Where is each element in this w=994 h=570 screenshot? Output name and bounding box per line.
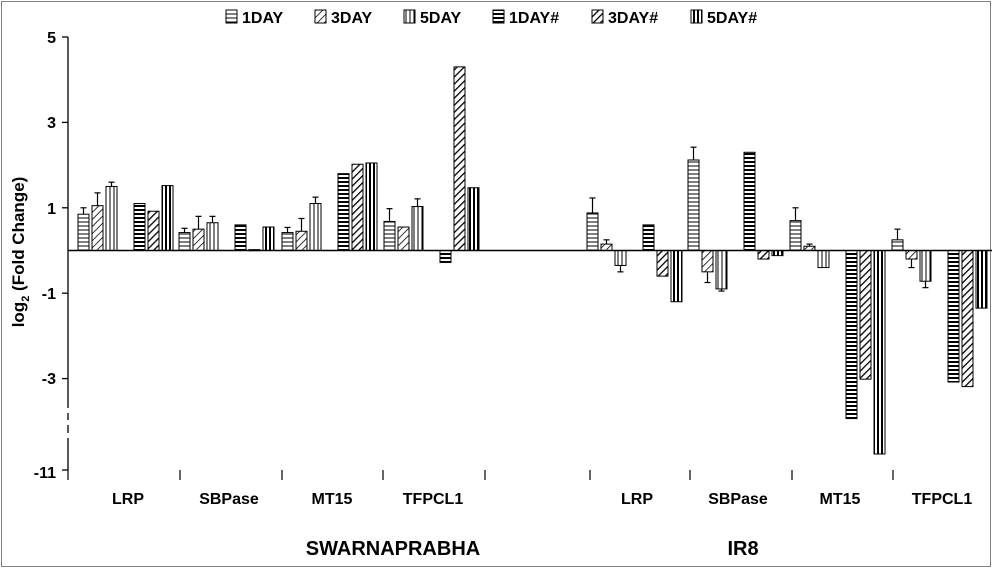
bar-swarnaprabha-lrp-3day [91, 205, 104, 251]
bar-ir8-mt15-3day-hash [859, 250, 872, 380]
bar-swarnaprabha-lrp-5day-hash [161, 185, 174, 251]
gene-label: MT15 [820, 491, 861, 508]
bar-ir8-lrp-1day [586, 212, 599, 251]
svg-text:1DAY: 1DAY [242, 10, 284, 27]
bar-swarnaprabha-tfpcl1-3day-hash [453, 66, 466, 251]
bar-ir8-tfpcl1-5day [919, 250, 932, 282]
bar-swarnaprabha-mt15-1day-hash [337, 173, 350, 251]
bar-swarnaprabha-sbpase-5day-hash [262, 226, 275, 251]
legend-item-1day-hash: 1DAY# [492, 9, 559, 27]
bar-ir8-tfpcl1-3day-hash [961, 250, 974, 388]
y-tick-label: 5 [47, 30, 56, 47]
bar-ir8-sbpase-3day [701, 250, 714, 273]
bar-ir8-tfpcl1-1day [891, 239, 904, 251]
bar-ir8-sbpase-1day-hash [743, 151, 756, 251]
bar-ir8-tfpcl1-3day [905, 250, 918, 260]
bar-ir8-sbpase-3day-hash [757, 250, 770, 260]
bar-ir8-lrp-3day [600, 243, 613, 252]
gene-label: SBPase [199, 491, 259, 508]
group-label-swarnaprabha: SWARNAPRABHA [306, 538, 480, 560]
gene-label: TFPCL1 [912, 491, 973, 508]
legend: 1DAY 3DAY 5DAY 1DAY# 3DAY# 5DAY# [225, 9, 757, 27]
bar-swarnaprabha-tfpcl1-3day [397, 226, 410, 251]
bar-swarnaprabha-lrp-5day [105, 185, 118, 251]
legend-item-3day-hash: 3DAY# [591, 9, 658, 27]
bar-ir8-mt15-5day [817, 250, 830, 269]
bar-swarnaprabha-mt15-3day-hash [351, 163, 364, 251]
bar-swarnaprabha-sbpase-1day-hash [234, 224, 247, 252]
bar-ir8-lrp-5day [614, 250, 627, 266]
bar-swarnaprabha-mt15-5day-hash [365, 162, 378, 251]
svg-text:3DAY#: 3DAY# [608, 10, 658, 27]
y-tick-label: -3 [42, 371, 56, 388]
bars-layer [77, 66, 988, 455]
y-tick-label: -1 [42, 286, 56, 303]
legend-item-3day: 3DAY [314, 9, 373, 27]
legend-item-5day: 5DAY [403, 9, 462, 27]
bar-swarnaprabha-mt15-5day [309, 203, 322, 251]
bar-swarnaprabha-tfpcl1-5day [411, 206, 424, 251]
bar-ir8-mt15-5day-hash [873, 250, 886, 455]
bar-ir8-sbpase-5day-hash [771, 250, 784, 257]
gene-label: SBPase [708, 491, 768, 508]
bar-swarnaprabha-sbpase-1day [178, 232, 191, 251]
y-axis-label: log2 (Fold Change) [9, 177, 32, 328]
bar-ir8-lrp-1day-hash [642, 224, 655, 252]
legend-item-1day: 1DAY [225, 9, 284, 27]
gene-label: LRP [621, 491, 653, 508]
bar-ir8-sbpase-1day [687, 159, 700, 251]
gene-label: MT15 [312, 491, 353, 508]
svg-text:3DAY: 3DAY [331, 10, 373, 27]
bar-swarnaprabha-tfpcl1-1day [383, 220, 396, 252]
bar-ir8-mt15-1day [789, 220, 802, 251]
svg-text:5DAY#: 5DAY# [707, 10, 757, 27]
bar-swarnaprabha-mt15-3day [295, 230, 308, 252]
bar-ir8-mt15-1day-hash [845, 250, 858, 420]
bar-swarnaprabha-tfpcl1-1day-hash [439, 250, 452, 263]
bar-ir8-lrp-3day-hash [656, 250, 669, 277]
bar-swarnaprabha-lrp-1day-hash [133, 203, 146, 251]
y-tick-label: 1 [47, 201, 56, 218]
bar-swarnaprabha-sbpase-5day [206, 222, 219, 251]
bar-ir8-lrp-5day-hash [670, 250, 683, 303]
bar-ir8-tfpcl1-1day-hash [947, 250, 960, 383]
bar-swarnaprabha-mt15-1day [281, 232, 294, 251]
bar-swarnaprabha-lrp-1day [77, 213, 90, 251]
svg-text:5DAY: 5DAY [420, 10, 462, 27]
gene-label: LRP [112, 491, 144, 508]
bar-swarnaprabha-tfpcl1-5day-hash [467, 187, 480, 252]
bar-swarnaprabha-sbpase-3day [192, 228, 205, 251]
svg-text:1DAY#: 1DAY# [509, 10, 559, 27]
bar-ir8-tfpcl1-5day-hash [975, 250, 988, 309]
legend-item-5day-hash: 5DAY# [690, 9, 757, 27]
y-tick-label: 3 [47, 115, 56, 132]
bar-ir8-sbpase-5day [715, 250, 728, 290]
group-label-ir8: IR8 [727, 538, 758, 560]
axes-layer [62, 36, 992, 480]
bar-swarnaprabha-lrp-3day-hash [147, 210, 160, 252]
y-tick-label: -11 [34, 465, 56, 482]
gene-label: TFPCL1 [403, 491, 464, 508]
